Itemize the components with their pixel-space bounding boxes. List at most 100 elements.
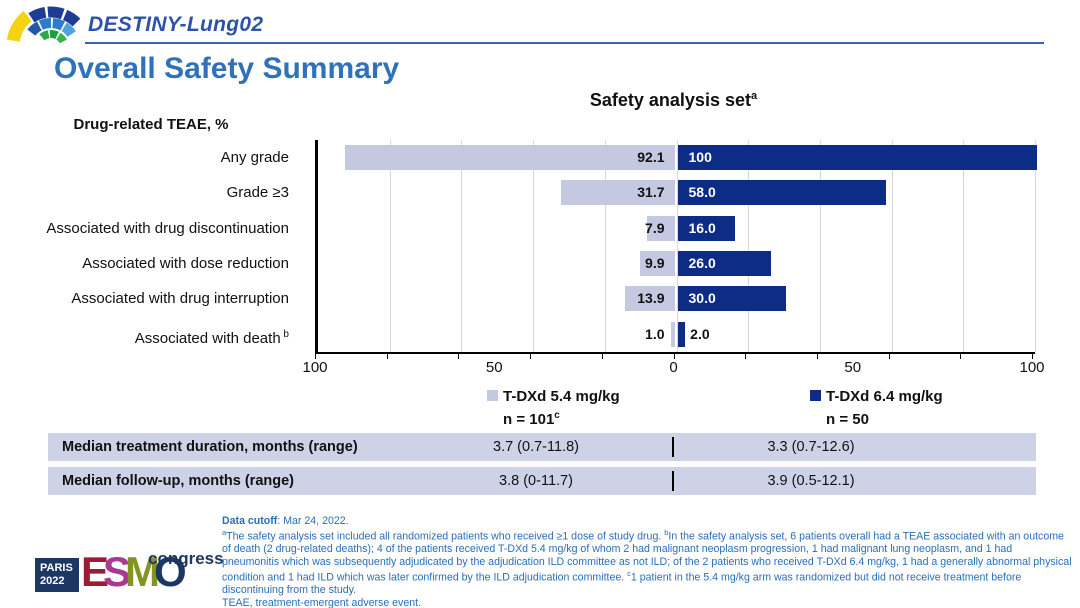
gridline: [1035, 140, 1036, 352]
footnote-a-text: The safety analysis set included all ran…: [226, 530, 665, 543]
legend-series-name: T-DXd 6.4 mg/kg: [826, 388, 943, 405]
table-value-54: 3.8 (0-11.7): [499, 473, 573, 489]
bar-64: [678, 215, 736, 241]
table-column-divider: [672, 437, 674, 457]
legend-n-count: n = 50: [826, 406, 943, 429]
table-row: Median follow-up, months (range) 3.8 (0-…: [48, 467, 1036, 495]
bar-row: 1.0 2.0: [318, 317, 1035, 352]
table-row: Median treatment duration, months (range…: [48, 433, 1036, 461]
gridline: [389, 140, 391, 352]
footnote-b-text: In the safety analysis set, 6 patients o…: [222, 530, 1072, 584]
axis-tick: [673, 354, 675, 359]
row-axis-label: Drug-related TEAE, %: [73, 116, 229, 133]
legend-swatch-64: [810, 390, 821, 401]
gridline: [748, 140, 750, 352]
bar-value-64: 30.0: [688, 290, 716, 307]
bar-value-54: 92.1: [637, 149, 665, 165]
bar-value-54: 13.9: [637, 290, 665, 307]
table-column-divider: [672, 471, 674, 491]
esmo-letter-e: E: [81, 548, 109, 595]
gridline: [461, 140, 463, 352]
legend-text-54: T-DXd 5.4 mg/kg n = 101c: [503, 387, 620, 429]
category-label: Grade ≥3: [226, 184, 289, 202]
axis-tick: [530, 354, 532, 359]
bar-value-64: 26.0: [688, 254, 716, 271]
axis-tick: [960, 354, 962, 359]
bar-64: [678, 321, 686, 347]
bar-64: [678, 145, 1037, 170]
bar-value-64: 2.0: [690, 325, 710, 342]
bar-row: 92.1 100: [318, 140, 1037, 175]
study-name: DESTINY-Lung02: [88, 13, 264, 36]
footnote-b-superscript: b: [664, 528, 669, 538]
bar-row: 9.9 26.0: [318, 246, 1035, 281]
bar-value-54: 9.9: [645, 254, 665, 271]
plot-area: 92.1 100 31.7 58.0 7.9 16.0 9.9 26.0 13.9 30.0 1.0…: [315, 140, 1037, 354]
bar-54: [671, 321, 675, 347]
legend-entry-54: T-DXd 5.4 mg/kg n = 101c: [487, 387, 620, 429]
chart-title: Safety analysis seta: [315, 90, 1032, 111]
legend-n-label: n = 101: [503, 411, 555, 428]
footnote-c-superscript: c: [627, 569, 631, 579]
axis-tick: [1032, 354, 1033, 359]
congress-label: congress: [148, 549, 224, 568]
table-value-64: 3.3 (0.7-12.6): [767, 439, 855, 455]
esmo-letter-s: S: [103, 548, 131, 595]
bar-54: [625, 286, 675, 312]
bar-value-64: 16.0: [688, 219, 716, 236]
category-label: Associated with death b: [134, 328, 289, 347]
axis-tick: [888, 354, 890, 359]
legend-n-label: n = 50: [826, 411, 869, 428]
axis-tick: [816, 354, 818, 359]
page-title: Overall Safety Summary: [54, 52, 400, 85]
bar-value-54: 31.7: [637, 184, 665, 201]
congress-fan-icon: [6, 6, 81, 44]
footnotes: Data cutoff: Mar 24, 2022. aThe safety a…: [222, 515, 1072, 608]
bar-64: [678, 180, 886, 206]
data-cutoff-label: Data cutoff: [222, 515, 278, 527]
summary-table: Median treatment duration, months (range…: [48, 433, 1036, 501]
axis-tick: [458, 354, 460, 359]
gridline: [819, 140, 821, 352]
data-cutoff-line: Data cutoff: Mar 24, 2022.: [222, 515, 1072, 527]
legend-text-64: T-DXd 6.4 mg/kg n = 50: [826, 387, 943, 429]
category-label: Associated with drug discontinuation: [46, 219, 289, 237]
gridline: [963, 140, 965, 352]
paris-2022-badge: PARIS 2022: [35, 558, 79, 592]
footnote-c-text: 1 patient in the 5.4 mg/kg arm was rando…: [222, 571, 1022, 597]
header-divider: [85, 42, 1044, 44]
category-label: Any grade: [220, 149, 289, 166]
bar-value-54: 7.9: [645, 219, 665, 236]
footnote-a-superscript: a: [222, 528, 227, 538]
category-labels: Any grade Grade ≥3 Associated with drug di…: [0, 140, 302, 352]
bar-54: [561, 180, 675, 206]
gridline: [533, 140, 535, 352]
gridline: [676, 140, 678, 352]
category-label: Associated with drug interruption: [71, 290, 289, 308]
legend-n-superscript: c: [554, 410, 560, 421]
footnote-body: aThe safety analysis set included all ra…: [222, 527, 1072, 596]
axis-tick: [745, 354, 747, 359]
bar-row: 13.9 30.0: [318, 281, 1035, 316]
x-axis-tick-label: 100: [1019, 359, 1045, 376]
x-axis-ticks: [315, 354, 1033, 359]
gridline: [891, 140, 893, 352]
table-row-label: Median treatment duration, months (range…: [62, 439, 358, 455]
legend-n-count: n = 101c: [503, 406, 620, 429]
table-value-64: 3.9 (0.5-12.1): [767, 473, 855, 489]
x-axis-tick-label: 0: [669, 359, 678, 376]
bar-54: [646, 215, 675, 241]
x-axis-tick-label: 100: [302, 359, 328, 376]
legend-entry-64: T-DXd 6.4 mg/kg n = 50: [810, 387, 943, 429]
table-row-label: Median follow-up, months (range): [62, 473, 294, 489]
x-axis-tick-label: 50: [485, 359, 503, 376]
legend-series-name: T-DXd 5.4 mg/kg: [503, 388, 620, 405]
category-label: Associated with dose reduction: [82, 254, 289, 272]
legend-swatch-54: [487, 390, 498, 401]
bar-54: [344, 145, 675, 170]
year-label: 2022: [40, 575, 65, 587]
bar-row: 7.9 16.0: [318, 211, 1035, 246]
bar-64: [678, 286, 786, 312]
axis-tick: [601, 354, 603, 359]
